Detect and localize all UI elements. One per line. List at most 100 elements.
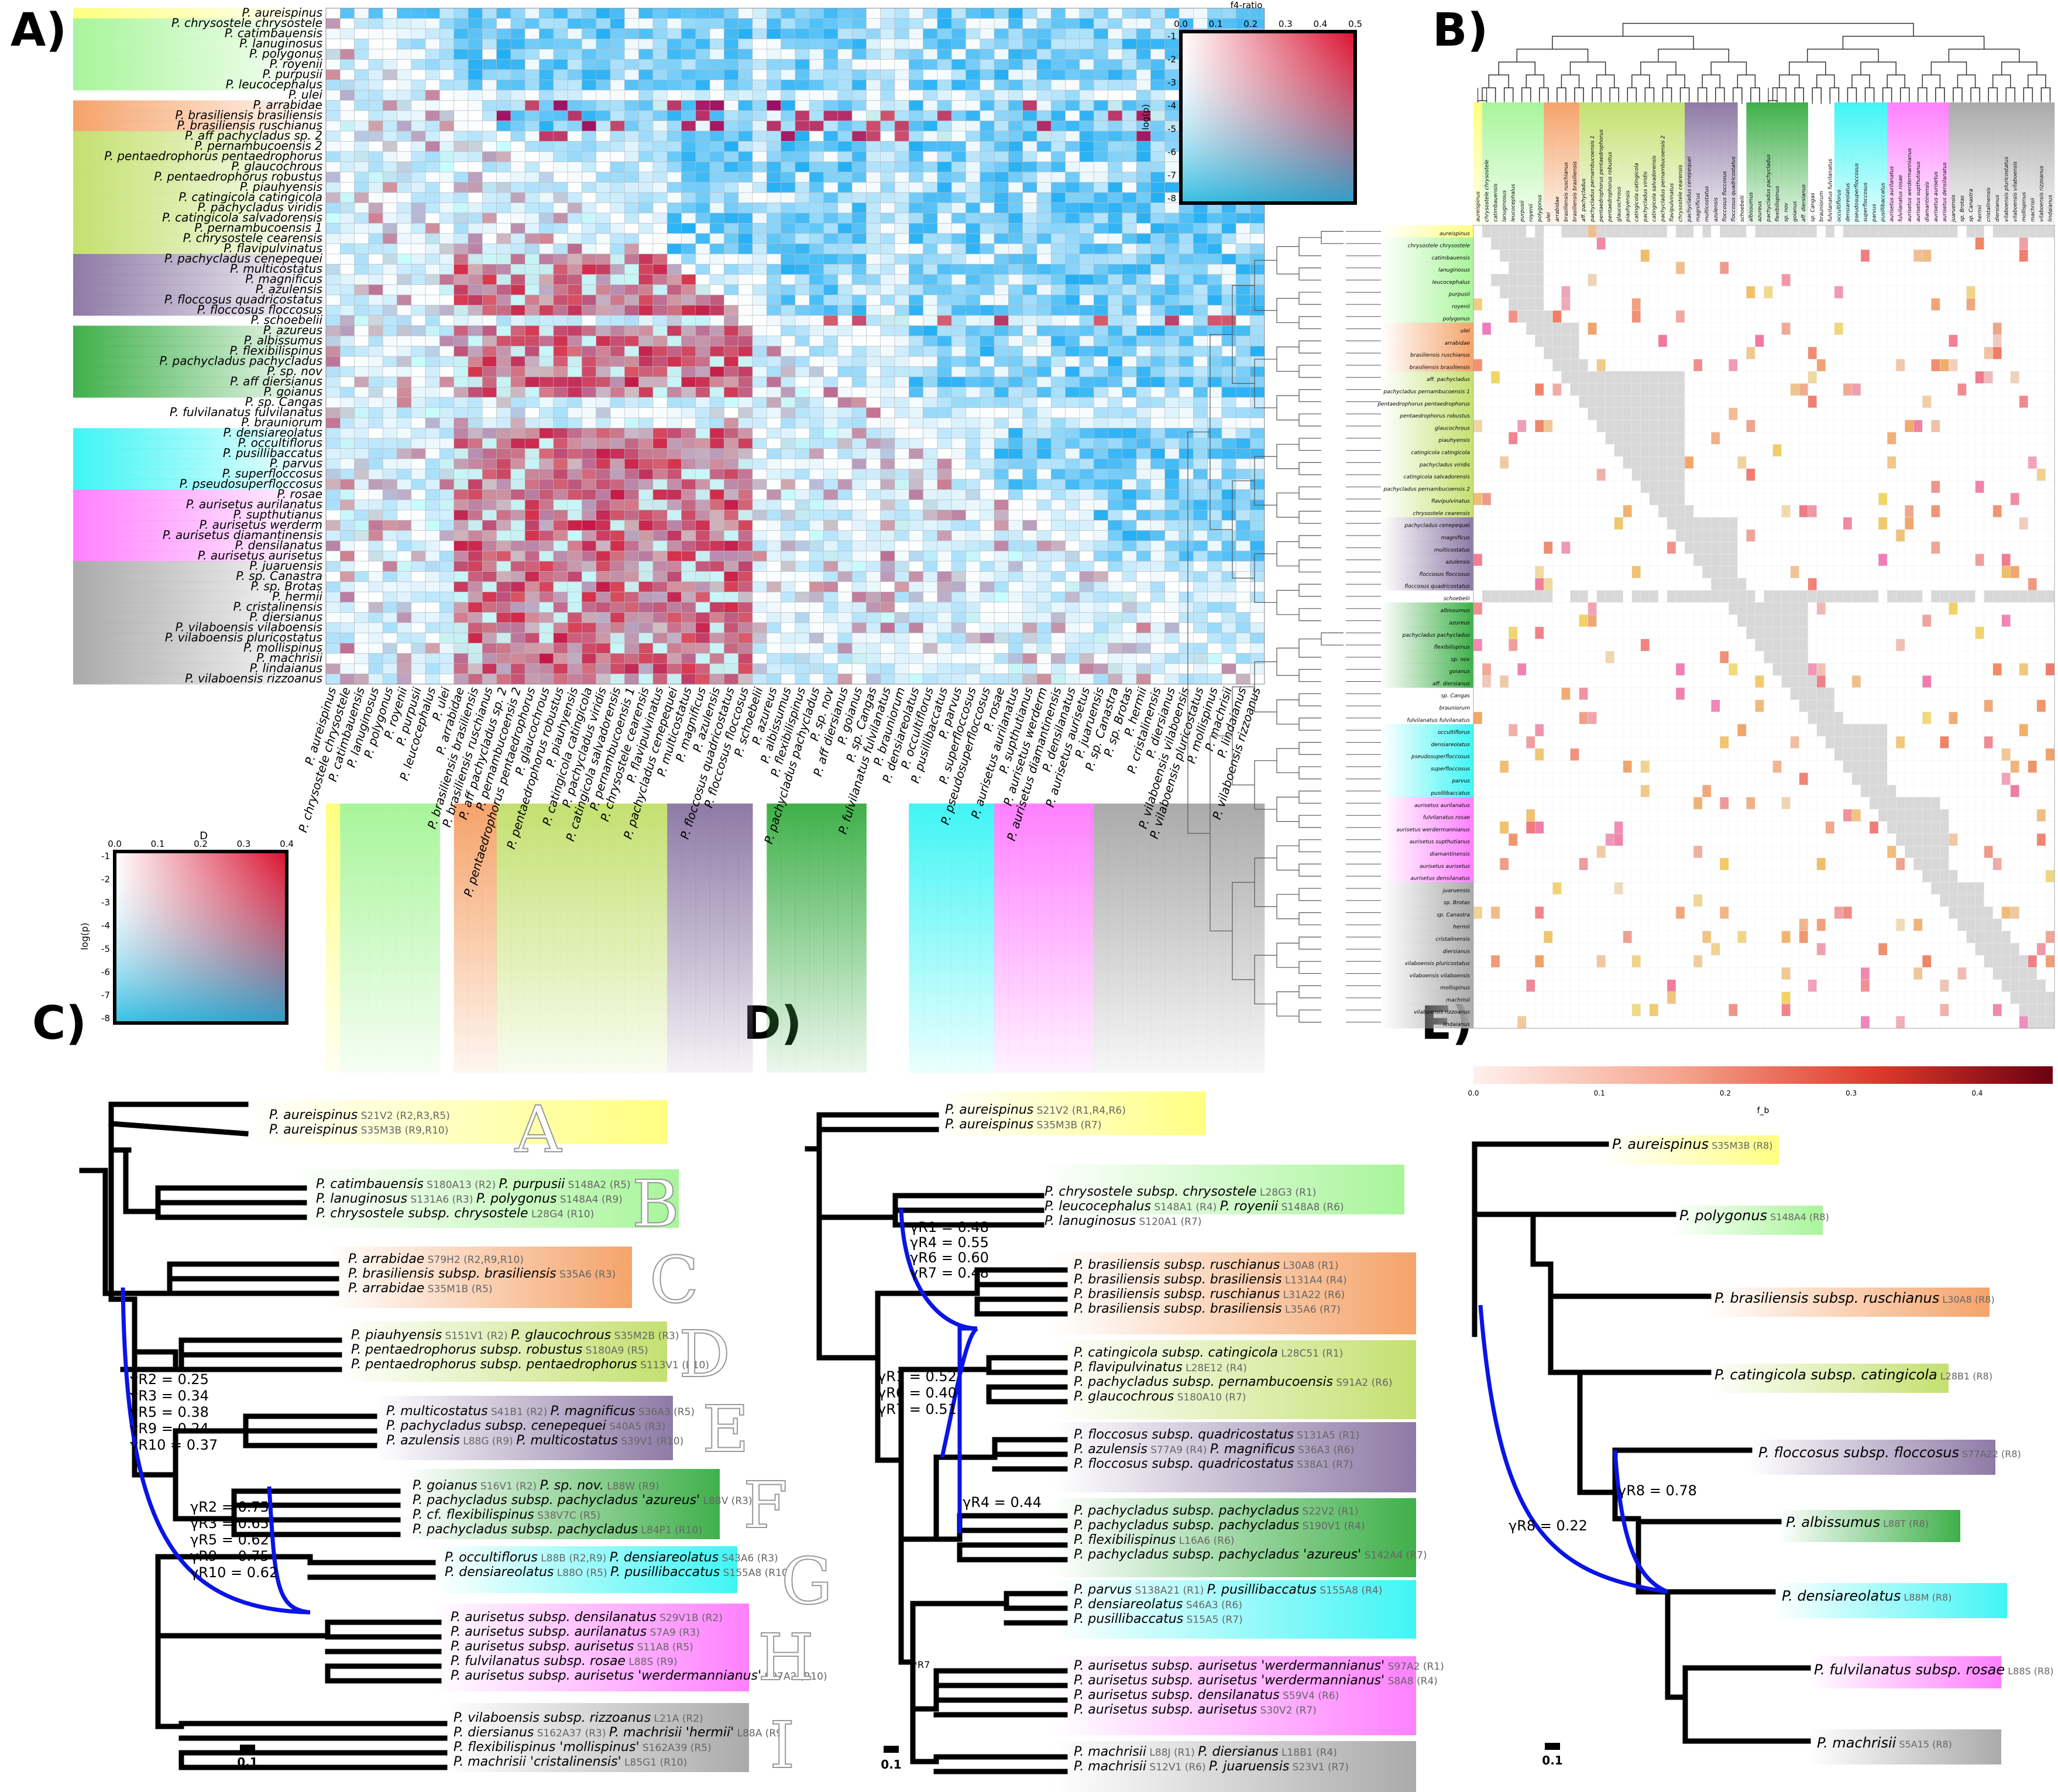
heat-cell (781, 59, 796, 70)
heat-cell (539, 458, 554, 469)
heat-cell (439, 551, 455, 562)
heat-cell (851, 510, 867, 521)
heat-cell (809, 110, 824, 121)
heat-cell (1036, 335, 1052, 346)
col-band (453, 804, 469, 1073)
b-top-branch (1592, 87, 1602, 101)
heat-cell (994, 28, 1009, 39)
heat-cell (937, 438, 952, 449)
heat-cell (709, 8, 724, 19)
heat-cell (695, 49, 710, 60)
heat-cell (738, 571, 753, 582)
heat-cell (1022, 551, 1037, 562)
heat-cell (582, 110, 597, 121)
heat-cell (894, 305, 909, 316)
heat-cell (1193, 274, 1208, 285)
heat-cell (539, 602, 554, 613)
heat-cell (610, 438, 625, 449)
heat-cell (1193, 653, 1208, 664)
heat-cell (681, 663, 696, 674)
heat-cell (354, 510, 369, 521)
heat-cell (823, 202, 839, 214)
heat-cell (539, 643, 554, 654)
heat-cell (539, 223, 554, 234)
row-band (73, 664, 326, 674)
heat-cell (851, 243, 867, 255)
heat-cell (1108, 253, 1123, 265)
heat-cell (539, 162, 554, 173)
b-top-branch (1574, 87, 1584, 101)
heat-cell (781, 39, 796, 50)
heat-cell (837, 622, 853, 633)
heat-cell (951, 274, 966, 285)
heat-cell (666, 325, 682, 337)
heat-cell (482, 243, 497, 255)
heat-cell (567, 530, 582, 541)
heat-cell (767, 49, 781, 60)
heat-cell (795, 212, 810, 224)
row-band (73, 510, 326, 521)
heat-cell (482, 49, 497, 60)
heat-cell (1122, 121, 1137, 132)
col-band (482, 804, 497, 1073)
heat-cell (354, 162, 369, 173)
heat-cell (1065, 18, 1080, 29)
heat-cell (638, 366, 654, 377)
heat-cell (795, 202, 810, 214)
col-band (1008, 804, 1023, 1073)
heat-cell (1036, 417, 1052, 428)
heat-cell (994, 643, 1009, 654)
heat-cell (1250, 581, 1265, 592)
heat-cell (1150, 69, 1166, 80)
heat-cell (510, 510, 525, 521)
heat-cell (937, 653, 952, 664)
heat-cell (880, 182, 895, 193)
heat-cell (823, 428, 839, 439)
heat-cell (880, 69, 895, 80)
heat-cell (880, 28, 895, 39)
heat-cell (325, 110, 341, 121)
heat-cell (1221, 520, 1236, 531)
heat-cell (524, 284, 540, 296)
heat-cell (909, 8, 923, 19)
heat-cell (1008, 387, 1023, 398)
heat-cell (1122, 653, 1137, 664)
heat-cell (482, 540, 497, 551)
heat-cell (1008, 499, 1023, 510)
heat-cell (382, 90, 397, 101)
heat-cell (1207, 643, 1222, 654)
heat-cell (524, 397, 540, 408)
heat-cell (894, 110, 909, 121)
heat-cell (510, 284, 525, 296)
row-band (73, 612, 326, 623)
heat-cell (709, 100, 724, 111)
heat-cell (866, 223, 881, 234)
heat-cell (966, 540, 981, 551)
heat-cell (923, 417, 938, 428)
heat-cell (923, 674, 938, 685)
heat-cell (1093, 428, 1108, 439)
heat-cell (382, 479, 397, 490)
heat-cell (1079, 612, 1094, 623)
heat-cell (1193, 428, 1208, 439)
heat-cell (951, 141, 966, 152)
heat-cell (894, 407, 909, 418)
heat-cell (1079, 212, 1094, 224)
heat-cell (624, 294, 639, 305)
row-band (73, 121, 326, 132)
heat-cell (767, 171, 781, 183)
heat-cell (851, 602, 867, 613)
heat-cell (666, 540, 682, 551)
heat-cell (439, 428, 455, 439)
heat-cell (752, 592, 767, 603)
heat-cell (1235, 243, 1250, 255)
heat-cell (809, 469, 824, 480)
b-heat-cell (1544, 237, 1553, 250)
heat-cell (1065, 479, 1080, 490)
row-band (73, 223, 326, 234)
heat-cell (624, 18, 639, 29)
heat-cell (482, 571, 497, 582)
heat-cell (880, 520, 895, 531)
heat-cell (951, 243, 966, 255)
legend-xtick: 0.0 (1174, 19, 1188, 29)
